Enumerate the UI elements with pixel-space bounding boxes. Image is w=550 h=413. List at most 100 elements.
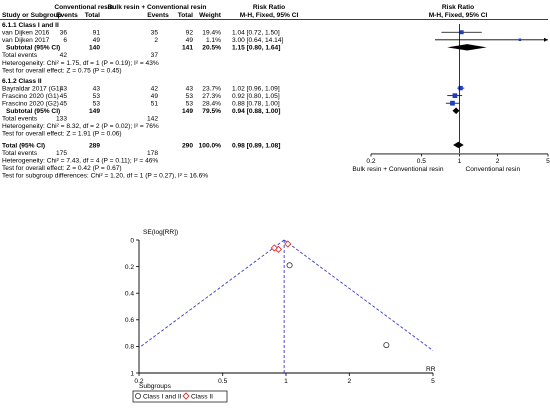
subgroup-title: 6.1.1 Class I and II — [2, 22, 59, 29]
funnel-y-label: SE(log[RR]) — [143, 229, 178, 236]
study-total-2: 53 — [186, 101, 194, 108]
study-name: van Dijken 2017 — [2, 37, 50, 44]
overall-events-1: 175 — [56, 150, 67, 157]
subtotal-diamond — [447, 44, 487, 51]
study-ci-text: 3.00 [0.64, 14.14] — [232, 37, 283, 44]
total-events-1: 133 — [56, 116, 67, 123]
funnel-x-tick-label: 5 — [431, 378, 435, 385]
funnel-point-class-i-ii — [383, 342, 390, 349]
study-events-1: 36 — [60, 30, 68, 37]
legend-title: Subgroups — [139, 383, 172, 390]
header-total-1: Total — [85, 12, 100, 19]
study-point — [518, 38, 522, 42]
subtotal-weight: 79.5% — [202, 108, 221, 115]
study-weight: 27.3% — [202, 93, 221, 100]
funnel-point-class-ii — [284, 240, 292, 248]
legend-marker-circle — [134, 392, 141, 399]
favours-right-label: Conventional resin — [466, 166, 521, 173]
overall-heterogeneity: Heterogeneity: Chi² = 7.43, df = 4 (P = … — [2, 157, 158, 164]
header-plot-method: M-H, Fixed, 95% CI — [429, 12, 488, 19]
forest-plot: Conventional resin Bulk resin + Conventio… — [0, 4, 550, 179]
funnel-x-tick-label: 1 — [284, 378, 288, 385]
subtotal-total-1: 140 — [89, 45, 100, 52]
funnel-y-tick-label: 1 — [130, 370, 134, 377]
study-ci-text: 0.92 [0.80, 1.05] — [232, 93, 280, 100]
funnel-x-label: RR — [426, 366, 436, 373]
header-risk-ratio: Risk Ratio — [253, 4, 285, 11]
header-group2: Bulk resin + Conventional resin — [108, 4, 207, 11]
header-events-2: Events — [147, 12, 169, 19]
forest-tick-label: 5 — [546, 158, 550, 165]
total-events-2: 37 — [151, 52, 159, 59]
total-total-1: 289 — [89, 142, 100, 149]
subgroup-title: 6.1.2 Class II — [2, 78, 42, 85]
study-events-2: 49 — [151, 93, 159, 100]
total-label: Total (95% CI) — [2, 142, 45, 149]
total-events-label: Total events — [2, 52, 38, 59]
funnel-plot: SE(log[RR])00.20.40.60.810.2 0.5 1 2 5RRSubg… — [125, 229, 436, 403]
total-total-2: 290 — [182, 142, 193, 149]
header-plot-risk-ratio: Risk Ratio — [442, 4, 474, 11]
subtotal-ci-text: 0.94 [0.88, 1.00] — [232, 108, 280, 115]
subtotal-diamond — [452, 107, 460, 114]
overall-effect: Test for overall effect: Z = 0.42 (P = 0… — [2, 165, 122, 172]
subgroup-differences: Test for subgroup differences: Chi² = 1.… — [2, 172, 208, 179]
funnel-point-class-i-ii — [286, 262, 293, 269]
study-point — [458, 85, 463, 91]
header-study-col: Study or Subgroup — [2, 12, 62, 19]
study-events-2: 42 — [151, 85, 159, 92]
study-ci-text: 1.04 [0.72, 1.50] — [232, 30, 280, 37]
study-events-1: 45 — [60, 93, 68, 100]
study-events-2: 35 — [151, 30, 159, 37]
subgroup-overall-effect: Test for overall effect: Z = 1.91 (P = 0… — [2, 131, 122, 138]
study-name: Frascino 2020 (G1) — [2, 93, 59, 100]
study-events-2: 51 — [151, 101, 159, 108]
study-point — [452, 93, 458, 99]
funnel-right-limit — [283, 239, 434, 351]
study-name: Bayraldar 2017 (G1) — [2, 85, 62, 92]
legend-label: Class II — [191, 393, 213, 400]
total-events-1: 42 — [60, 52, 68, 59]
header-events-1: Events — [56, 12, 78, 19]
subtotal-total-2: 149 — [182, 108, 193, 115]
forest-tick-label: 0.2 — [366, 158, 375, 165]
study-events-2: 2 — [154, 37, 158, 44]
funnel-y-tick-label: 0 — [130, 237, 134, 244]
funnel-y-tick-label: 0.4 — [125, 291, 134, 298]
study-total-1: 53 — [93, 93, 101, 100]
study-ci-text: 1.02 [0.96, 1.09] — [232, 85, 280, 92]
study-name: Frascino 2020 (G2) — [2, 101, 59, 108]
study-total-1: 53 — [93, 101, 101, 108]
study-ci-text: 0.88 [0.78, 1.00] — [232, 101, 280, 108]
subgroup-heterogeneity: Heterogeneity: Chi² = 1.75, df = 1 (P = … — [2, 60, 159, 67]
study-weight: 23.7% — [202, 85, 221, 92]
study-weight: 1.1% — [206, 37, 221, 44]
study-ci-arrow — [544, 37, 548, 42]
forest-tick-label: 0.5 — [417, 158, 426, 165]
subgroup-overall-effect: Test for overall effect: Z = 0.75 (P = 0… — [2, 67, 122, 74]
study-weight: 19.4% — [202, 30, 221, 37]
overall-events-label: Total events — [2, 150, 38, 157]
header-rr-method: M-H, Fixed, 95% CI — [240, 12, 299, 19]
subgroup-heterogeneity: Heterogeneity: Chi² = 8.32, df = 2 (P = … — [2, 123, 159, 130]
funnel-point-class-ii — [270, 244, 278, 252]
total-ci-text: 0.98 [0.89, 1.08] — [232, 142, 280, 149]
study-events-1: 43 — [60, 85, 68, 92]
study-events-1: 6 — [63, 37, 67, 44]
legend-label: Class I and II — [143, 393, 182, 400]
funnel-x-tick-label: 0.5 — [218, 378, 227, 385]
subtotal-weight: 20.5% — [202, 45, 221, 52]
subtotal-label: Subtotal (95% CI) — [6, 45, 60, 52]
study-point — [459, 30, 464, 35]
legend-box — [132, 390, 228, 403]
forest-tick-label: 1 — [458, 158, 462, 165]
overall-events-2: 178 — [147, 150, 158, 157]
legend-marker-diamond — [182, 392, 190, 400]
total-events-2: 142 — [147, 116, 158, 123]
funnel-left-limit — [138, 239, 285, 349]
total-events-label: Total events — [2, 116, 38, 123]
favours-left-label: Bulk resin + Conventional resin — [352, 166, 443, 173]
study-total-2: 53 — [186, 93, 194, 100]
study-total-2: 49 — [186, 37, 194, 44]
study-point — [450, 100, 455, 106]
